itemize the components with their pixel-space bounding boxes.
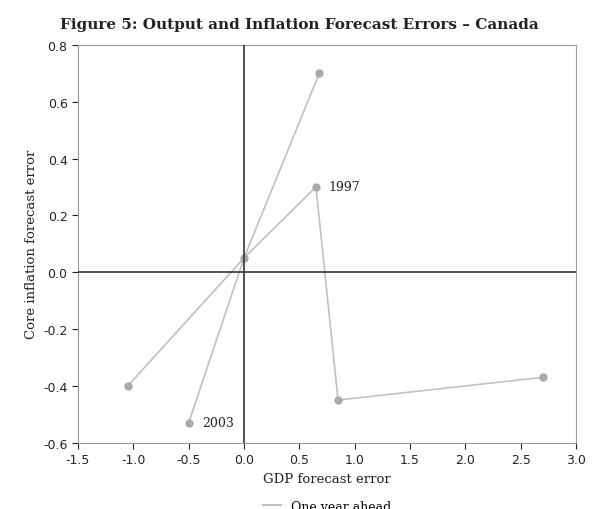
Text: 1997: 1997	[328, 181, 360, 194]
Text: Figure 5: Output and Inflation Forecast Errors – Canada: Figure 5: Output and Inflation Forecast …	[60, 18, 539, 32]
Text: 2003: 2003	[202, 416, 234, 430]
Legend: One year ahead: One year ahead	[257, 495, 397, 509]
Y-axis label: Core inflation forecast error: Core inflation forecast error	[25, 150, 38, 339]
X-axis label: GDP forecast error: GDP forecast error	[263, 472, 391, 485]
